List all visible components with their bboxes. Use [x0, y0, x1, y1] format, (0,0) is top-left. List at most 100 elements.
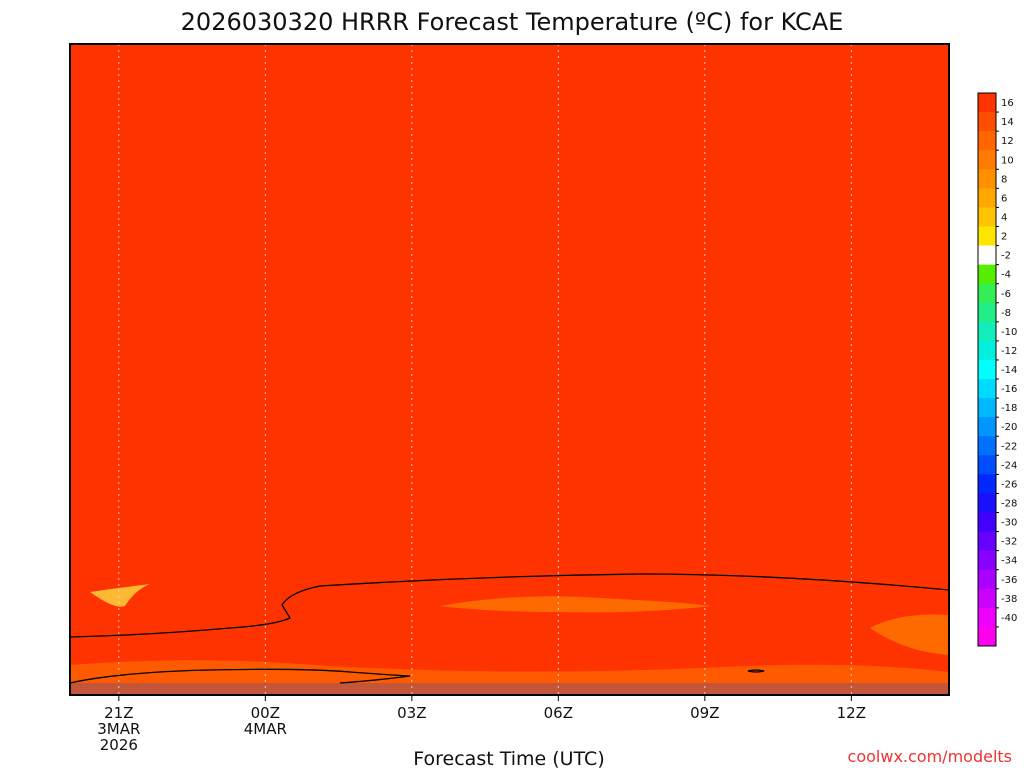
temperature-band [70, 574, 949, 577]
temperature-band [70, 488, 949, 491]
temperature-band [70, 432, 949, 435]
temperature-band [70, 410, 949, 413]
temperature-band [70, 292, 949, 295]
temperature-band [70, 296, 949, 299]
colorbar-swatch [978, 131, 996, 151]
temperature-band [70, 546, 949, 549]
temperature-band [70, 402, 949, 405]
temperature-band [70, 108, 949, 111]
x-tick-label: 21Z [104, 704, 133, 722]
temperature-band [70, 516, 949, 519]
temperature-band [70, 184, 949, 187]
temperature-band [70, 258, 949, 261]
colorbar-swatch [978, 340, 996, 361]
temperature-band [70, 48, 949, 51]
colorbar-swatch [978, 588, 996, 609]
temperature-band [70, 368, 949, 371]
x-axis-title: Forecast Time (UTC) [413, 748, 604, 768]
colorbar-swatch [978, 207, 996, 227]
temperature-band [70, 194, 949, 197]
temperature-band [70, 336, 949, 339]
temperature-band [70, 642, 949, 645]
temperature-band [70, 148, 949, 151]
colorbar-frame [977, 92, 997, 647]
credit-text[interactable]: coolwx.com/modelts [848, 747, 1012, 766]
temperature-band [70, 128, 949, 131]
temperature-band [70, 458, 949, 461]
x-tick-label: 4MAR [244, 720, 287, 738]
temperature-band [70, 298, 949, 301]
temperature-band [70, 584, 949, 587]
colorbar-swatch [978, 607, 996, 628]
temperature-band [70, 84, 949, 87]
temperature-band [70, 100, 949, 103]
temperature-band [70, 72, 949, 75]
temperature-band [70, 206, 949, 209]
plot-details [70, 584, 949, 695]
temperature-band [70, 542, 949, 545]
colorbar-swatch [978, 302, 996, 323]
temperature-band [70, 378, 949, 381]
colorbar-tick-label: -28 [1001, 499, 1017, 510]
colorbar-swatch [978, 93, 996, 113]
temperature-band [70, 374, 949, 377]
temperature-band [70, 80, 949, 83]
temperature-band [70, 648, 949, 651]
temperature-band [70, 152, 949, 155]
temperature-band [70, 428, 949, 431]
temperature-band [70, 216, 949, 219]
temperature-band [70, 306, 949, 309]
temperature-feature [90, 584, 150, 607]
isotherm-line [70, 668, 411, 684]
temperature-band [70, 518, 949, 521]
colorbar-swatch [978, 264, 996, 285]
colorbar-tick-label: -30 [1001, 518, 1017, 529]
temperature-band [70, 356, 949, 359]
colorbar-tick-label: -4 [1001, 270, 1011, 281]
temperature-band [70, 612, 949, 615]
temperature-band [70, 476, 949, 479]
temperature-band [70, 440, 949, 443]
temperature-band [70, 580, 949, 583]
colorbar-swatch [978, 359, 996, 380]
temperature-band [70, 288, 949, 291]
temperature-band [70, 136, 949, 139]
temperature-band [70, 466, 949, 469]
temperature-band [70, 282, 949, 285]
temperature-band [70, 268, 949, 271]
chart-title: 2026030320 HRRR Forecast Temperature (ºC… [181, 8, 844, 36]
temperature-band [70, 236, 949, 239]
colorbar-swatch [978, 321, 996, 342]
temperature-band [70, 118, 949, 121]
temperature-feature [870, 614, 949, 655]
temperature-band [70, 226, 949, 229]
temperature-band [70, 66, 949, 69]
temperature-band [70, 106, 949, 109]
temperature-band [70, 452, 949, 455]
temperature-band [70, 180, 949, 183]
temperature-band [70, 504, 949, 507]
temperature-band [70, 560, 949, 563]
temperature-band [70, 174, 949, 177]
temperature-band [70, 414, 949, 417]
temperature-band [70, 464, 949, 467]
temperature-band [70, 300, 949, 303]
temperature-band [70, 472, 949, 475]
temperature-band [70, 664, 949, 667]
colorbar-tick-label: -34 [1001, 556, 1017, 567]
temperature-band [70, 310, 949, 313]
temperature-band [70, 340, 949, 343]
temperature-band [70, 86, 949, 89]
colorbar-tick-label: -22 [1001, 441, 1017, 452]
colorbar-tick-label: 2 [1001, 232, 1007, 243]
temperature-band [70, 482, 949, 485]
x-tick-label: 06Z [544, 704, 573, 722]
colorbar-tick-label: -36 [1001, 575, 1017, 586]
temperature-band [70, 114, 949, 117]
temperature-feature [70, 660, 949, 683]
temperature-band [70, 520, 949, 523]
x-tick-label: 3MAR [97, 720, 140, 738]
temperature-band [70, 314, 949, 317]
temperature-band [70, 492, 949, 495]
temperature-band [70, 366, 949, 369]
